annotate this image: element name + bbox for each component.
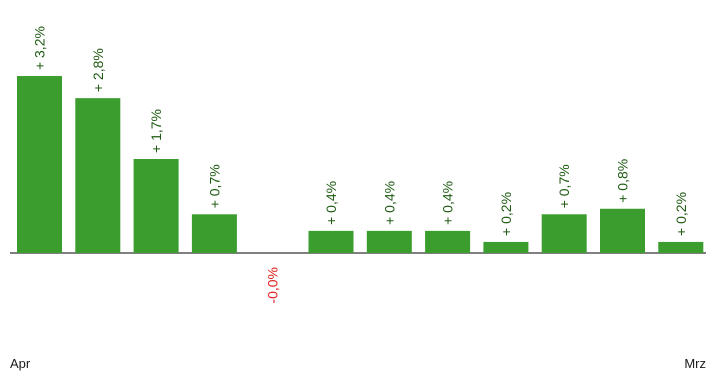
bar [191, 214, 237, 253]
bar-data-label: + 2,8% [90, 48, 106, 92]
bar [308, 230, 354, 253]
bar-data-label: + 3,2% [32, 26, 48, 70]
bar-data-label: -0,0% [265, 267, 281, 304]
bar [541, 214, 587, 253]
bar [133, 158, 179, 253]
bar [600, 208, 645, 253]
x-axis-start-label: Apr [10, 356, 31, 371]
bar [366, 230, 412, 253]
bar-data-label: + 0,7% [556, 164, 572, 208]
bar-data-label: + 0,4% [381, 181, 397, 225]
bar [17, 76, 62, 253]
bar-data-label: + 0,4% [440, 181, 456, 225]
bar-data-label: + 0,2% [673, 192, 689, 236]
bar [483, 241, 529, 253]
bar-data-label: + 0,8% [615, 159, 631, 203]
bar [75, 98, 121, 253]
bar [658, 241, 704, 253]
bar-data-label: + 0,7% [206, 164, 222, 208]
bar-data-label: + 0,2% [498, 192, 514, 236]
bar-data-label: + 1,7% [148, 109, 164, 153]
bar-data-label: + 0,4% [323, 181, 339, 225]
bar [425, 230, 471, 253]
x-axis-end-label: Mrz [684, 356, 706, 371]
